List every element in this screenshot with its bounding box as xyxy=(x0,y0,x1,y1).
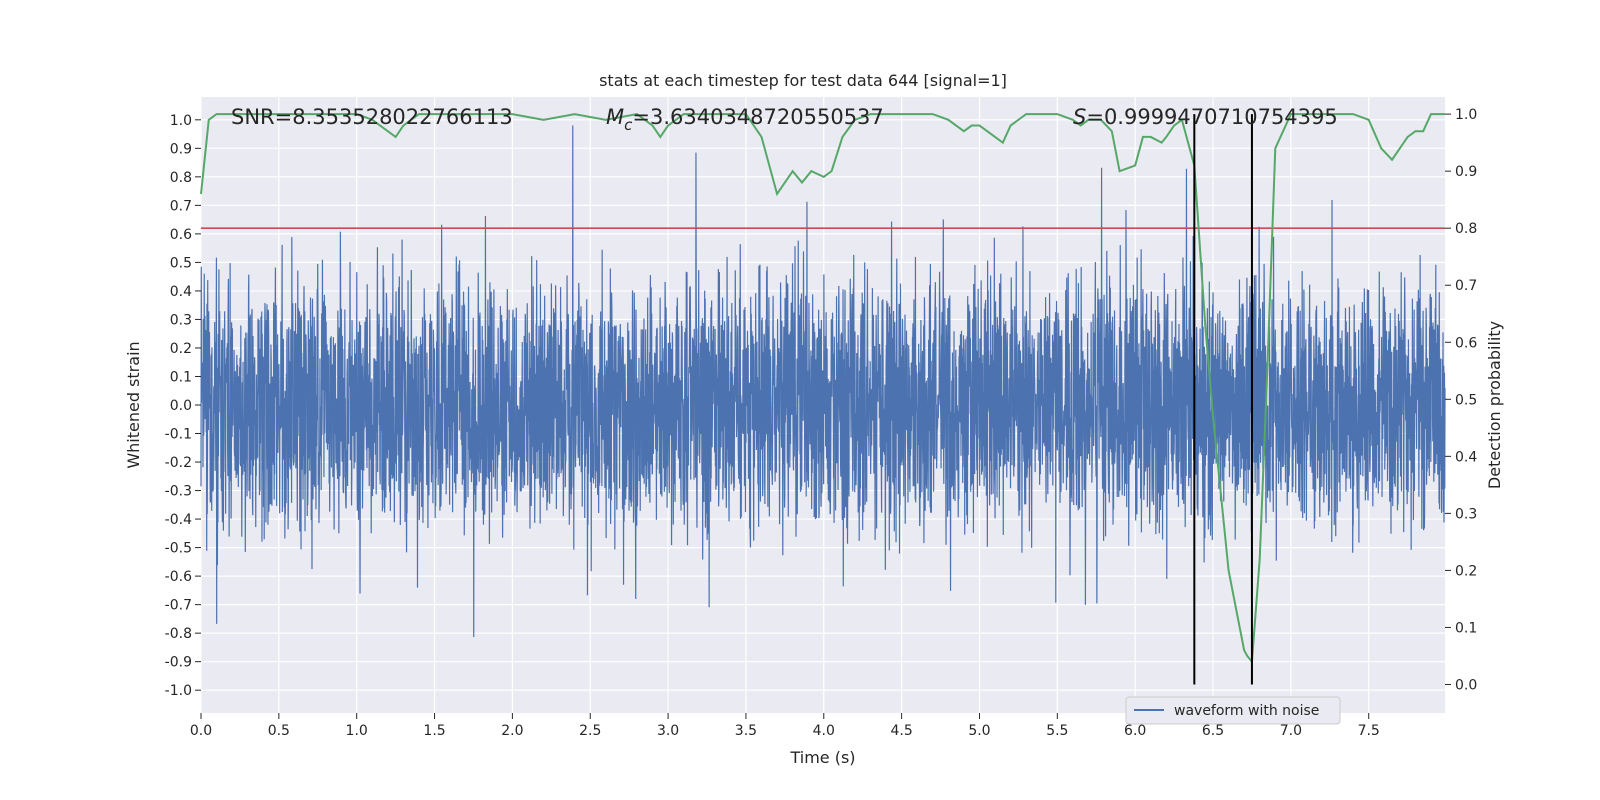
y-tick-label-7: 0.3 xyxy=(170,312,192,328)
chirp-mass-subscript: c xyxy=(624,116,633,134)
x-tick-label-10: 5.0 xyxy=(968,723,990,739)
legend: waveform with noise xyxy=(1125,696,1341,725)
y2-tick-label-7: 0.3 xyxy=(1455,506,1477,522)
x-tick-label-3: 1.5 xyxy=(423,723,445,739)
y-tick-label-4: 0.6 xyxy=(170,227,192,243)
score-value: =0.9999470710754395 xyxy=(1086,105,1337,129)
y-tick-label-9: 0.1 xyxy=(170,369,192,385)
y2-axis-ticks: 1.0 0.9 0.8 0.7 0.6 0.5 0.4 0.3 0.2 0.1 0.0 xyxy=(1445,107,1477,693)
chirp-mass-symbol: M xyxy=(606,105,624,129)
y-tick-label-13: -0.3 xyxy=(165,484,192,500)
y2-tick-label-1: 0.9 xyxy=(1455,164,1477,180)
y-tick-label-1: 0.9 xyxy=(170,141,192,157)
y-tick-label-2: 0.8 xyxy=(170,170,192,186)
x-tick-label-0: 0.0 xyxy=(190,723,212,739)
x-tick-label-6: 3.0 xyxy=(657,723,679,739)
y2-tick-label-3: 0.7 xyxy=(1455,278,1477,294)
y-tick-label-11: -0.1 xyxy=(165,427,192,443)
x-tick-label-5: 2.5 xyxy=(579,723,601,739)
score-symbol: S xyxy=(1073,105,1086,129)
x-tick-label-11: 5.5 xyxy=(1046,723,1068,739)
y2-tick-label-0: 1.0 xyxy=(1455,107,1477,123)
score-annotation: S=0.9999470710754395 xyxy=(1073,105,1338,129)
y-tick-label-0: 1.0 xyxy=(170,113,192,129)
x-tick-label-1: 0.5 xyxy=(268,723,290,739)
detection-probability-series xyxy=(200,113,1445,665)
legend-box xyxy=(1125,696,1341,725)
y-tick-label-20: -1.0 xyxy=(165,683,192,699)
x-tick-label-14: 7.0 xyxy=(1280,723,1302,739)
y-tick-label-12: -0.2 xyxy=(165,455,192,471)
legend-label: waveform with noise xyxy=(1174,703,1319,719)
x-tick-label-8: 4.0 xyxy=(813,723,835,739)
y-tick-label-8: 0.2 xyxy=(170,341,192,357)
y2-tick-label-9: 0.1 xyxy=(1455,620,1477,636)
chart-title: stats at each timestep for test data 644… xyxy=(599,71,1007,90)
y-tick-label-14: -0.4 xyxy=(165,512,192,528)
y2-tick-label-2: 0.8 xyxy=(1455,221,1477,237)
y2-tick-label-10: 0.0 xyxy=(1455,677,1477,693)
event-lines xyxy=(1193,114,1253,685)
x-tick-label-13: 6.5 xyxy=(1202,723,1224,739)
x-tick-label-12: 6.0 xyxy=(1124,723,1146,739)
chirp-mass-value: =3.6340348720550537 xyxy=(632,105,883,129)
y-tick-label-10: 0.0 xyxy=(170,398,192,414)
y2-tick-label-5: 0.5 xyxy=(1455,392,1477,408)
y2-axis-label: Detection probability xyxy=(1485,321,1504,489)
y-tick-label-6: 0.4 xyxy=(170,284,192,300)
x-axis-ticks: 0.0 0.5 1.0 1.5 2.0 2.5 3.0 3.5 4.0 4.5 5.0 5.5 6.0 6… xyxy=(190,713,1380,739)
y2-tick-label-6: 0.4 xyxy=(1455,449,1477,465)
x-tick-label-4: 2.0 xyxy=(501,723,523,739)
y2-tick-label-4: 0.6 xyxy=(1455,335,1477,351)
x-tick-label-15: 7.5 xyxy=(1358,723,1380,739)
y-tick-label-3: 0.7 xyxy=(170,198,192,214)
x-tick-label-2: 1.0 xyxy=(346,723,368,739)
y-tick-label-16: -0.6 xyxy=(165,569,192,585)
y-tick-label-15: -0.5 xyxy=(165,541,192,557)
y-axis-label: Whitened strain xyxy=(124,341,143,468)
y-axis-ticks: 1.0 0.9 0.8 0.7 0.6 0.5 0.4 0.3 0.2 0.1 0.0 -0.1 -0.… xyxy=(165,113,201,699)
waveform-series xyxy=(200,125,1446,638)
snr-annotation: SNR=8.353528022766113 xyxy=(231,105,513,129)
y-tick-label-17: -0.7 xyxy=(165,598,192,614)
y2-tick-label-8: 0.2 xyxy=(1455,563,1477,579)
y-tick-label-5: 0.5 xyxy=(170,255,192,271)
x-tick-label-9: 4.5 xyxy=(890,723,912,739)
y-tick-label-19: -0.9 xyxy=(165,655,192,671)
chirp-mass-annotation: Mc=3.6340348720550537 xyxy=(606,105,884,134)
waveform-line xyxy=(200,125,1446,638)
y-tick-label-18: -0.8 xyxy=(165,626,192,642)
x-axis-label: Time (s) xyxy=(789,748,855,767)
x-tick-label-7: 3.5 xyxy=(735,723,757,739)
